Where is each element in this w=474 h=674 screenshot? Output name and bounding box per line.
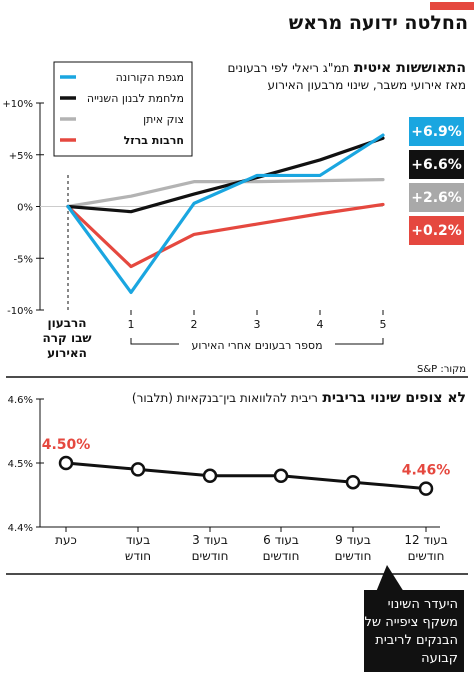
chart2-series-line xyxy=(65,461,427,491)
chart1-legend-label: מלחמת לבנון השנייה xyxy=(87,92,184,105)
page-headline: החלטה ידועה מראש xyxy=(288,12,468,34)
chart1-xlabel-bg xyxy=(179,338,335,352)
chart1-end-value-badge: +0.2% xyxy=(409,216,464,245)
chart1-y-tick-label: 0% xyxy=(17,203,33,214)
callout-pointer xyxy=(376,565,404,592)
chart1-x-tick-label: 5 xyxy=(380,318,387,331)
chart1-event-quarter-label: שבו קרה xyxy=(42,331,91,345)
headline-accent-bar xyxy=(430,2,474,10)
chart1-y-tick-label: -10% xyxy=(7,306,33,317)
chart1-legend-label: צוק איתן xyxy=(143,113,184,126)
chart2-point xyxy=(418,481,434,496)
chart1-x-axis-title: מספר רבעונים אחרי האירוע xyxy=(191,339,322,352)
chart2-y-tick-label: 4.4% xyxy=(8,523,33,534)
chart1-x-tick-label: 2 xyxy=(191,318,198,331)
chart2-x-tick-label: חודשים xyxy=(408,549,445,563)
chart2-point xyxy=(345,474,361,490)
chart2-x-tick-label: בעוד 6 xyxy=(263,533,299,547)
chart2-x-tick-label: חודש xyxy=(125,549,151,563)
chart2-y-tick-label: 4.6% xyxy=(8,395,33,406)
callout-box: היעדר השינוי משקף ציפייה של הבנקים לריבי… xyxy=(364,590,464,672)
chart1-series-line xyxy=(66,177,385,209)
chart1-x-tick-label: 1 xyxy=(128,318,135,331)
chart2-x-tick-label: חודשים xyxy=(335,549,372,563)
chart1-end-value-badge: +2.6% xyxy=(409,183,464,212)
chart1-x-tick-label: 3 xyxy=(254,318,261,331)
chart2-x-tick-label: כעת xyxy=(55,533,77,547)
source-note: מקור: S&P xyxy=(417,364,466,375)
chart1-legend-label: מגפת הקורונה xyxy=(116,71,184,84)
chart1-y-tick-label: +5% xyxy=(9,151,33,162)
chart2-x-tick-label: בעוד 3 xyxy=(192,533,228,547)
chart2-x-tick-label: בעוד xyxy=(126,533,150,547)
chart1-title-suffix: תמ"ג ריאלי לפי רבעונים xyxy=(227,61,350,75)
chart1-end-value-badge: +6.6% xyxy=(409,150,464,179)
chart2-point xyxy=(58,455,74,471)
chart2-x-tick-label: בעוד 9 xyxy=(335,533,371,547)
chart2-data-label: 4.46% xyxy=(402,463,451,479)
chart2-title-suffix: ריבית להלוואות בין־בנקאיות (תלבור) xyxy=(131,391,318,405)
chart1-gdp-recovery: +10% +5% 0% -5% -10% מגפת הקורונה מלחמת לבנון … xyxy=(2,61,468,378)
chart1-legend-label: חרבות ברזל xyxy=(124,134,184,147)
chart2-x-tick-label: חודשים xyxy=(263,549,300,563)
chart1-end-value-badge: +6.9% xyxy=(409,117,464,146)
chart1-y-tick-label: -5% xyxy=(14,254,33,265)
chart2-title: לא צופים שינוי בריבית ריבית להלוואות בין… xyxy=(132,390,466,406)
chart1-x-tick-label: 4 xyxy=(317,318,324,331)
chart1-series-line xyxy=(66,133,385,295)
chart1-title-main: התאוששות איטית xyxy=(353,60,466,76)
chart1-subtitle: מאז אירועי משבר, שינוי מרבעון האירוע xyxy=(267,78,466,92)
chart1-event-quarter-label: הרבעון xyxy=(47,316,86,330)
chart1-legend-box xyxy=(53,61,193,157)
chart1-event-quarter-label: האירוע xyxy=(47,346,87,360)
chart2-x-tick-label: חודשים xyxy=(192,549,229,563)
chart1-title: התאוששות איטית תמ"ג ריאלי לפי רבעונים xyxy=(228,60,467,76)
chart1-y-tick-label: +10% xyxy=(2,99,33,110)
chart2-title-main: לא צופים שינוי בריבית xyxy=(322,390,466,406)
chart2-data-label: 4.50% xyxy=(42,437,91,453)
chart2-point xyxy=(130,462,146,477)
chart2-x-tick-label: בעוד 12 xyxy=(404,533,447,547)
chart1-series-line xyxy=(66,136,385,214)
chart2-y-tick-label: 4.5% xyxy=(8,459,33,470)
chart1-series-line xyxy=(66,202,385,269)
chart2-point xyxy=(273,468,289,484)
chart2-point xyxy=(202,468,218,484)
